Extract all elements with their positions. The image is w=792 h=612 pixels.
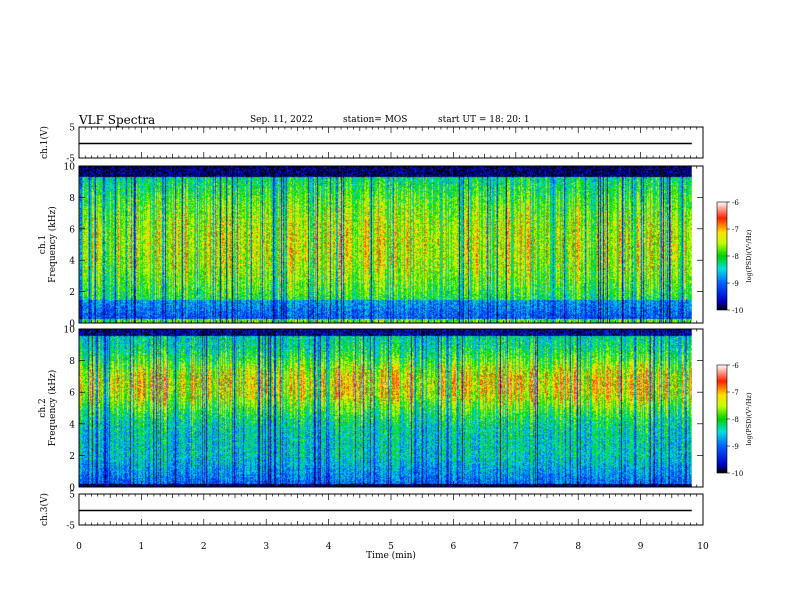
y-tick-label: 0 (69, 484, 75, 494)
station-label: station= MOS (343, 115, 408, 125)
y-axis-label: ch.2 (38, 398, 48, 417)
colorbar-tick-label: -8 (732, 253, 739, 261)
y-axis-label: ch.1 (38, 235, 48, 254)
x-axis-label: Time (min) (366, 550, 416, 561)
y-tick-label: 10 (64, 163, 76, 173)
y-tick-label: 4 (69, 257, 75, 267)
y-tick-label: -5 (66, 155, 75, 165)
y-axis-label: ch.1(V) (39, 126, 50, 159)
colorbar-tick-label: -10 (732, 470, 743, 478)
x-tick-label: 1 (139, 542, 145, 552)
colorbar-tick-label: -9 (732, 443, 739, 451)
x-tick-label: 10 (697, 542, 709, 552)
y-tick-label: 8 (69, 357, 75, 367)
spectrogram-image (79, 166, 692, 323)
start-time-label: start UT = 18: 20: 1 (438, 115, 530, 125)
colorbar-tick-label: -7 (732, 389, 739, 397)
colorbar-tick-label: -9 (732, 280, 739, 288)
colorbar (716, 201, 728, 311)
x-tick-label: 3 (263, 542, 269, 552)
date-label: Sep. 11, 2022 (250, 115, 314, 125)
colorbar-label: log(PSD)(V²/Hz) (745, 229, 753, 282)
y-tick-label: 6 (69, 225, 75, 235)
x-tick-label: 5 (388, 542, 394, 552)
colorbar-tick-label: -6 (732, 362, 739, 370)
y-tick-label: 10 (64, 326, 76, 336)
y-tick-label: 2 (69, 452, 75, 462)
y-tick-label: 5 (69, 124, 75, 134)
colorbar (716, 364, 728, 474)
y-axis-label: Frequency (kHz) (47, 370, 58, 447)
x-tick-label: 6 (451, 542, 457, 552)
y-tick-label: 5 (69, 491, 75, 501)
y-tick-label: 6 (69, 389, 75, 399)
colorbar-label: log(PSD)(V²/Hz) (745, 392, 753, 445)
x-tick-label: 7 (513, 542, 519, 552)
colorbar-tick-label: -6 (732, 199, 739, 207)
y-tick-label: 8 (69, 194, 75, 204)
y-tick-label: 2 (69, 288, 75, 298)
y-axis-label: ch.3(V) (39, 493, 50, 526)
x-tick-label: 8 (575, 542, 581, 552)
y-tick-label: 0 (69, 320, 75, 330)
y-tick-label: -5 (66, 522, 75, 532)
y-axis-label: Frequency (kHz) (47, 206, 58, 283)
x-tick-label: 9 (638, 542, 644, 552)
colorbar-tick-label: -10 (732, 307, 743, 315)
y-tick-label: 4 (69, 420, 75, 430)
x-tick-label: 2 (201, 542, 207, 552)
colorbar-tick-label: -7 (732, 226, 739, 234)
colorbar-tick-label: -8 (732, 416, 739, 424)
spectrogram-image (79, 329, 692, 487)
x-tick-label: 0 (76, 542, 82, 552)
x-tick-label: 4 (326, 542, 332, 552)
chart-title: VLF Spectra (79, 113, 156, 127)
